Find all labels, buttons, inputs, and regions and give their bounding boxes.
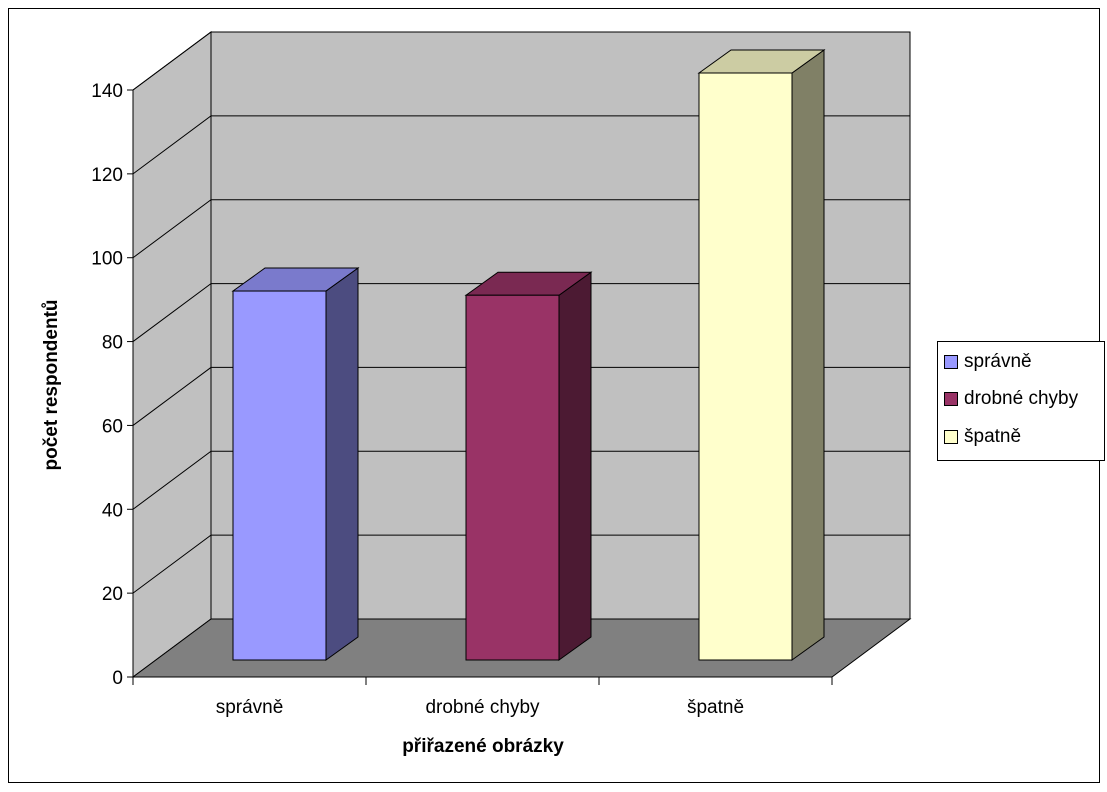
legend-item-spatne: špatně <box>944 425 1021 449</box>
legend-swatch-spravne <box>944 355 958 369</box>
gridline <box>132 534 910 594</box>
gridline <box>132 115 910 175</box>
legend-swatch-drobne-chyby <box>944 392 958 406</box>
legend-item-spravne: správně <box>944 350 1032 374</box>
gridline <box>132 31 910 91</box>
gridlines <box>132 31 910 594</box>
y-tick-label: 140 <box>91 81 123 102</box>
x-tick-label: špatně <box>687 697 744 718</box>
y-tick-label: 80 <box>102 333 123 354</box>
y-tick-label: 100 <box>91 249 123 270</box>
bar-front <box>698 72 793 661</box>
bar-front <box>465 294 560 661</box>
y-tick-label: 60 <box>102 416 123 437</box>
bar <box>231 267 360 661</box>
x-axis: správně drobné chyby špatně <box>132 676 833 718</box>
gridline <box>132 199 910 259</box>
gridline <box>132 283 910 342</box>
y-axis: 0 20 40 60 80 100 120 140 <box>91 81 134 689</box>
legend-label-spravne: správně <box>964 351 1032 372</box>
legend-label-spatne: špatně <box>964 426 1022 447</box>
y-axis-title: počet respondentů <box>41 299 62 470</box>
x-tick-label: správně <box>216 697 284 718</box>
bar-side <box>325 267 359 661</box>
bar <box>464 271 593 661</box>
legend: správně drobné chyby špatně <box>937 341 1105 461</box>
y-tick-label: 40 <box>102 500 123 521</box>
bar <box>697 49 826 661</box>
bar-front <box>232 290 327 661</box>
x-tick-label: drobné chyby <box>425 697 540 718</box>
legend-label-drobne-chyby: drobné chyby <box>964 388 1079 409</box>
y-tick-label: 20 <box>102 584 123 605</box>
gridline <box>132 366 910 426</box>
legend-item-drobne-chyby: drobné chyby <box>944 387 1078 411</box>
legend-swatch-spatne <box>944 430 958 444</box>
bars <box>231 49 826 661</box>
y-tick-label: 120 <box>91 165 123 186</box>
bar-side <box>558 271 592 661</box>
side-wall <box>132 31 212 678</box>
x-axis-title: přiřazené obrázky <box>402 736 564 757</box>
y-tick-label: 0 <box>112 668 123 689</box>
bar-side <box>791 49 825 661</box>
gridline <box>132 450 910 510</box>
